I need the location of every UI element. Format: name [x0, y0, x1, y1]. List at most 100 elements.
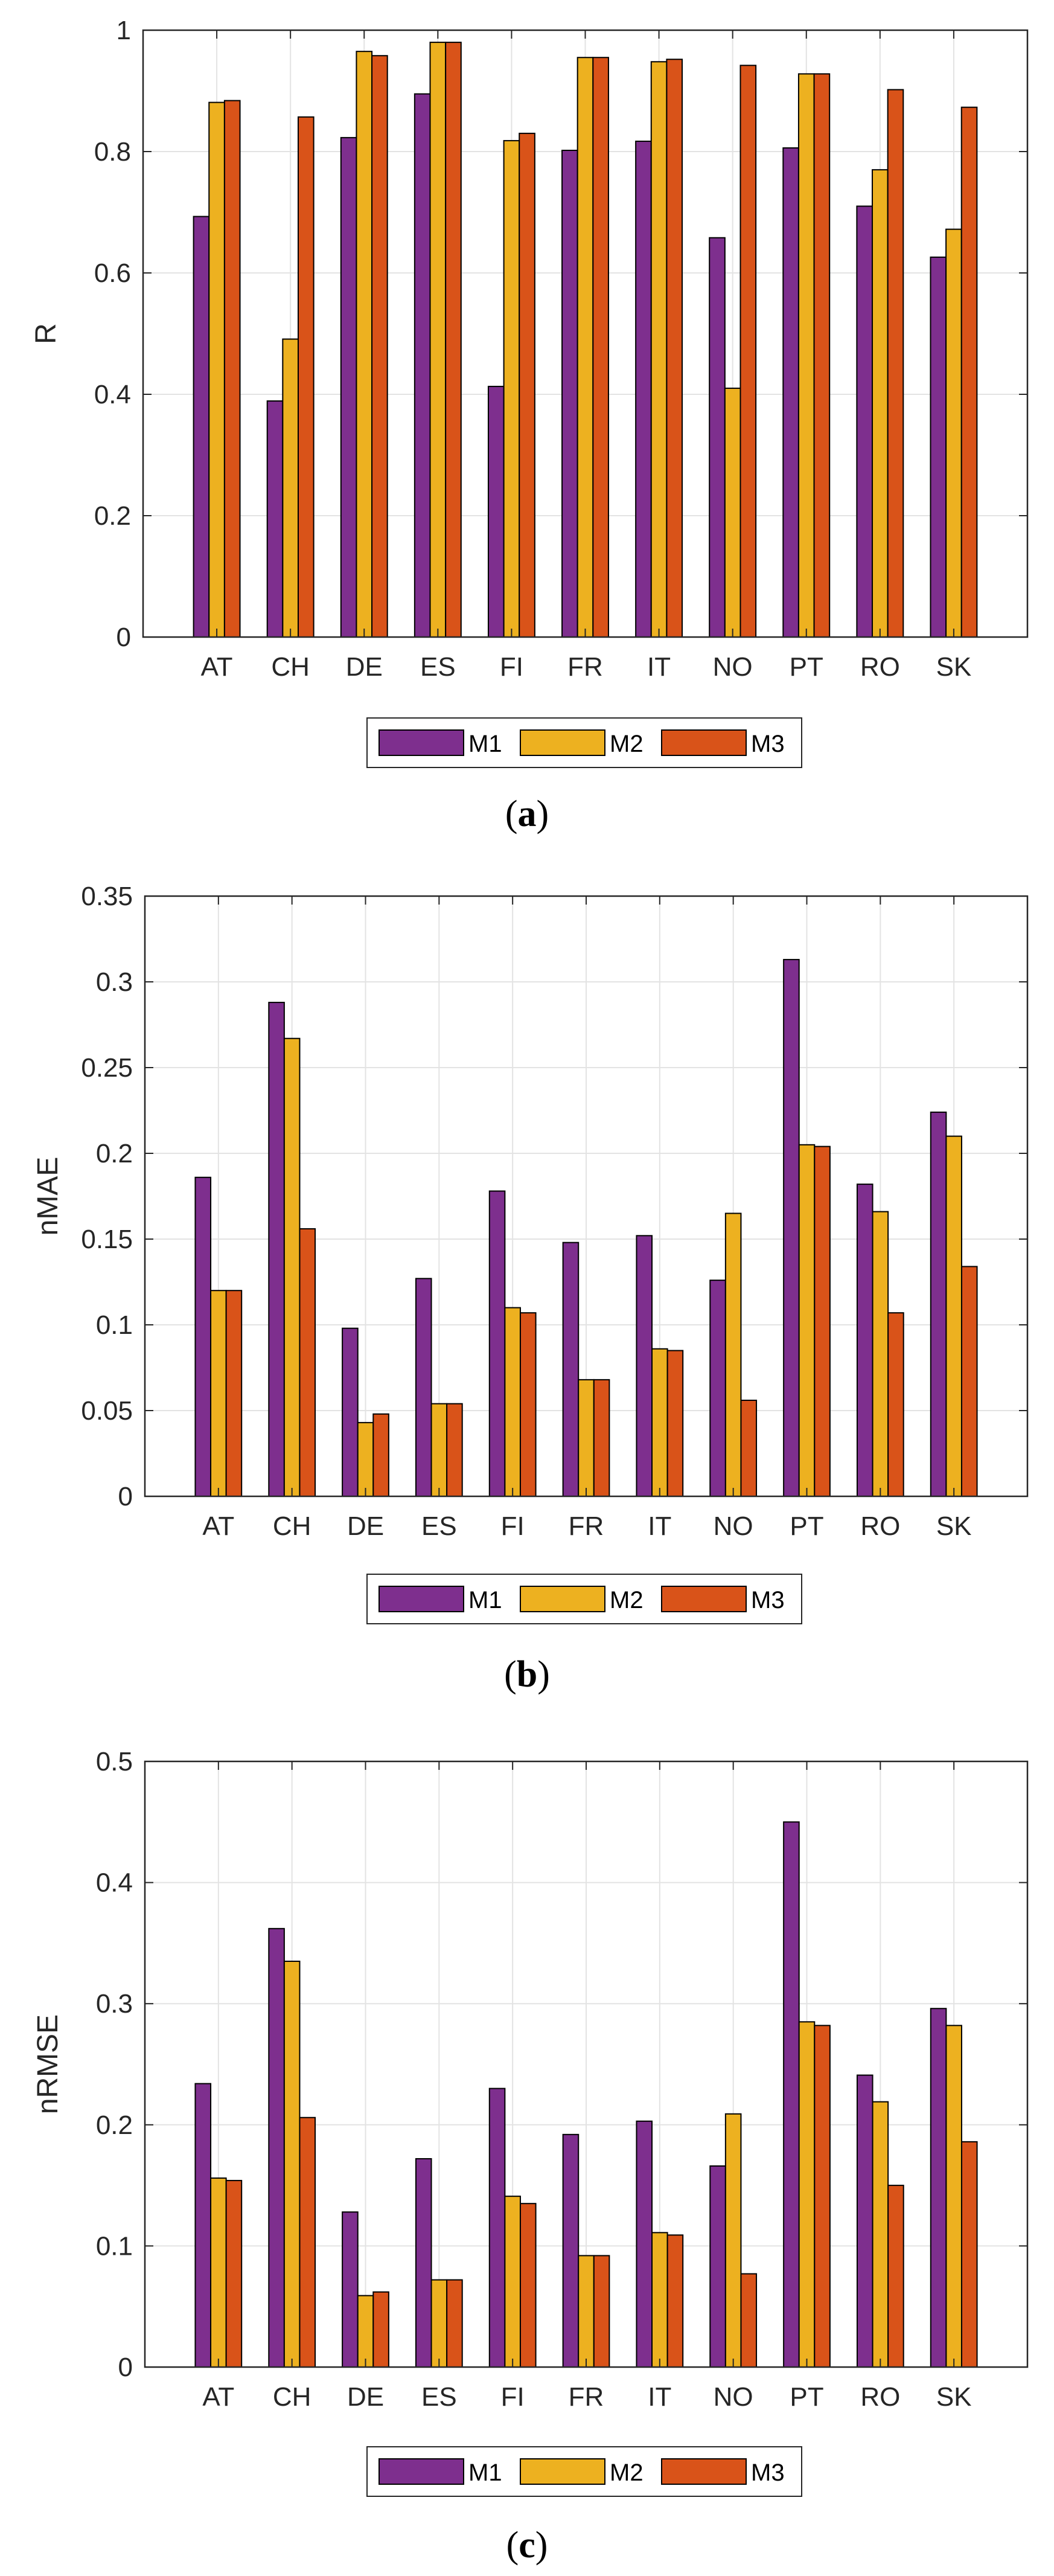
bar-m3-fi: [519, 1312, 537, 1498]
y-tick-label: 0.25: [81, 1053, 133, 1083]
bar-m1-es: [414, 93, 431, 638]
x-tick-label: IT: [648, 1511, 671, 1541]
bar-m3-de: [371, 55, 388, 638]
bar-m3-sk: [960, 106, 978, 638]
bar-m2-fi: [504, 1307, 521, 1498]
bar-m2-it: [651, 2232, 668, 2368]
bar-m3-pt: [814, 1145, 831, 1497]
bar-m3-ro: [887, 2185, 904, 2368]
bar-m3-de: [372, 1413, 389, 1497]
bar-m1-no: [709, 2165, 726, 2368]
bar-m2-at: [208, 101, 225, 638]
x-tick-label: AT: [202, 1511, 234, 1541]
x-tick-label: FI: [500, 652, 523, 682]
bar-m3-es: [446, 2279, 463, 2368]
bar-m3-no: [739, 65, 757, 638]
bar-m2-fr: [578, 2255, 595, 2368]
x-tick-label: CH: [271, 652, 310, 682]
bar-m2-es: [429, 42, 447, 638]
bar-m2-ch: [283, 1037, 301, 1497]
y-tick-label: 0.3: [96, 1989, 133, 2019]
bar-m3-at: [225, 2180, 243, 2368]
bar-m3-de: [372, 2291, 389, 2368]
x-tick-label: PT: [790, 2382, 823, 2412]
bar-m2-pt: [798, 1144, 816, 1498]
x-tick-label: PT: [790, 652, 823, 682]
legend-swatch-m3: [661, 2458, 747, 2485]
bar-m2-it: [650, 61, 668, 638]
bar-m3-ro: [887, 1312, 904, 1498]
y-tick-label: 0.3: [96, 967, 133, 997]
legend-swatch-m1: [378, 2458, 464, 2485]
panel-caption: (a): [505, 793, 549, 835]
bar-m2-sk: [945, 228, 962, 638]
bar-m2-no: [724, 2113, 742, 2368]
panel-caption: (b): [504, 1654, 550, 1695]
bar-m1-fr: [562, 2133, 580, 2368]
bar-m2-at: [210, 1290, 227, 1497]
bar-m1-it: [636, 1235, 653, 1497]
legend-label-m2: M2: [610, 2459, 644, 2486]
chart-panel-b: 0 0.05 0.1 0.15 0.2 0.25 0.3 0.35 AT CH DE ES FI FR IT…: [32, 882, 1029, 1695]
bar-m1-sk: [930, 256, 947, 638]
y-tick-label: 1: [117, 16, 131, 45]
bar-m1-pt: [783, 1821, 800, 2368]
x-tick-label: FR: [569, 1511, 604, 1541]
legend-swatch-m3: [661, 729, 747, 756]
bar-m1-fr: [561, 149, 578, 638]
bar-m2-fr: [577, 57, 594, 638]
bar-m2-ro: [872, 2101, 889, 2368]
x-tick-label: RO: [860, 1511, 900, 1541]
x-tick-label: AT: [202, 2382, 234, 2412]
bar-m3-fi: [519, 132, 535, 638]
y-tick-label: 0.4: [96, 1868, 133, 1898]
panel-caption: (c): [506, 2525, 548, 2566]
x-tick-label: FI: [501, 2382, 525, 2412]
legend-label-m2: M2: [610, 731, 644, 757]
bar-m2-no: [724, 387, 741, 638]
bar-m2-ro: [872, 1211, 889, 1498]
bar-m3-sk: [960, 1266, 978, 1497]
bar-m3-fi: [519, 2203, 537, 2368]
bar-m2-at: [210, 2177, 227, 2368]
legend-swatch-m2: [520, 2458, 605, 2485]
bar-m1-de: [342, 2211, 359, 2368]
bar-m3-ch: [299, 1228, 316, 1497]
y-tick-label: 0.8: [94, 137, 131, 167]
bar-m1-fi: [488, 2087, 506, 2368]
y-axis-label: nMAE: [32, 1157, 64, 1236]
bar-m3-at: [225, 1290, 243, 1497]
legend-swatch-m1: [378, 1586, 464, 1612]
y-tick-label: 0.35: [81, 882, 133, 911]
x-tick-label: IT: [648, 2382, 671, 2412]
legend-swatch-m3: [661, 1586, 747, 1612]
bar-m2-fr: [578, 1379, 595, 1497]
bar-m1-es: [415, 2158, 432, 2368]
bar-m1-fi: [488, 1190, 506, 1497]
bar-m1-de: [342, 1327, 359, 1497]
x-tick-label: FR: [569, 2382, 604, 2412]
y-tick-label: 0.1: [96, 1310, 133, 1340]
legend: M1 M2 M3: [366, 2446, 802, 2497]
axes-box: [144, 895, 1029, 1498]
x-tick-label: NO: [714, 2382, 753, 2412]
legend-label-m1: M1: [468, 1587, 502, 1613]
x-tick-label: ES: [420, 652, 456, 682]
y-tick-label: 0.2: [96, 1139, 133, 1168]
bar-m3-sk: [960, 2141, 978, 2368]
y-tick-label: 0.05: [81, 1396, 133, 1426]
x-tick-label: FI: [501, 1511, 525, 1541]
bar-m2-sk: [945, 2025, 962, 2368]
bar-m3-ch: [299, 2116, 316, 2368]
bar-m1-ro: [856, 205, 874, 638]
y-tick-label: 0: [118, 1482, 133, 1511]
y-tick-label: 0.1: [96, 2231, 133, 2261]
bar-m2-es: [430, 2279, 448, 2368]
bar-m2-ch: [283, 1960, 301, 2368]
y-tick-label: 0.2: [94, 501, 131, 531]
legend: M1 M2 M3: [366, 1574, 802, 1624]
bar-m1-at: [193, 216, 210, 638]
bar-m1-ch: [266, 400, 284, 638]
x-tick-label: ES: [421, 1511, 457, 1541]
